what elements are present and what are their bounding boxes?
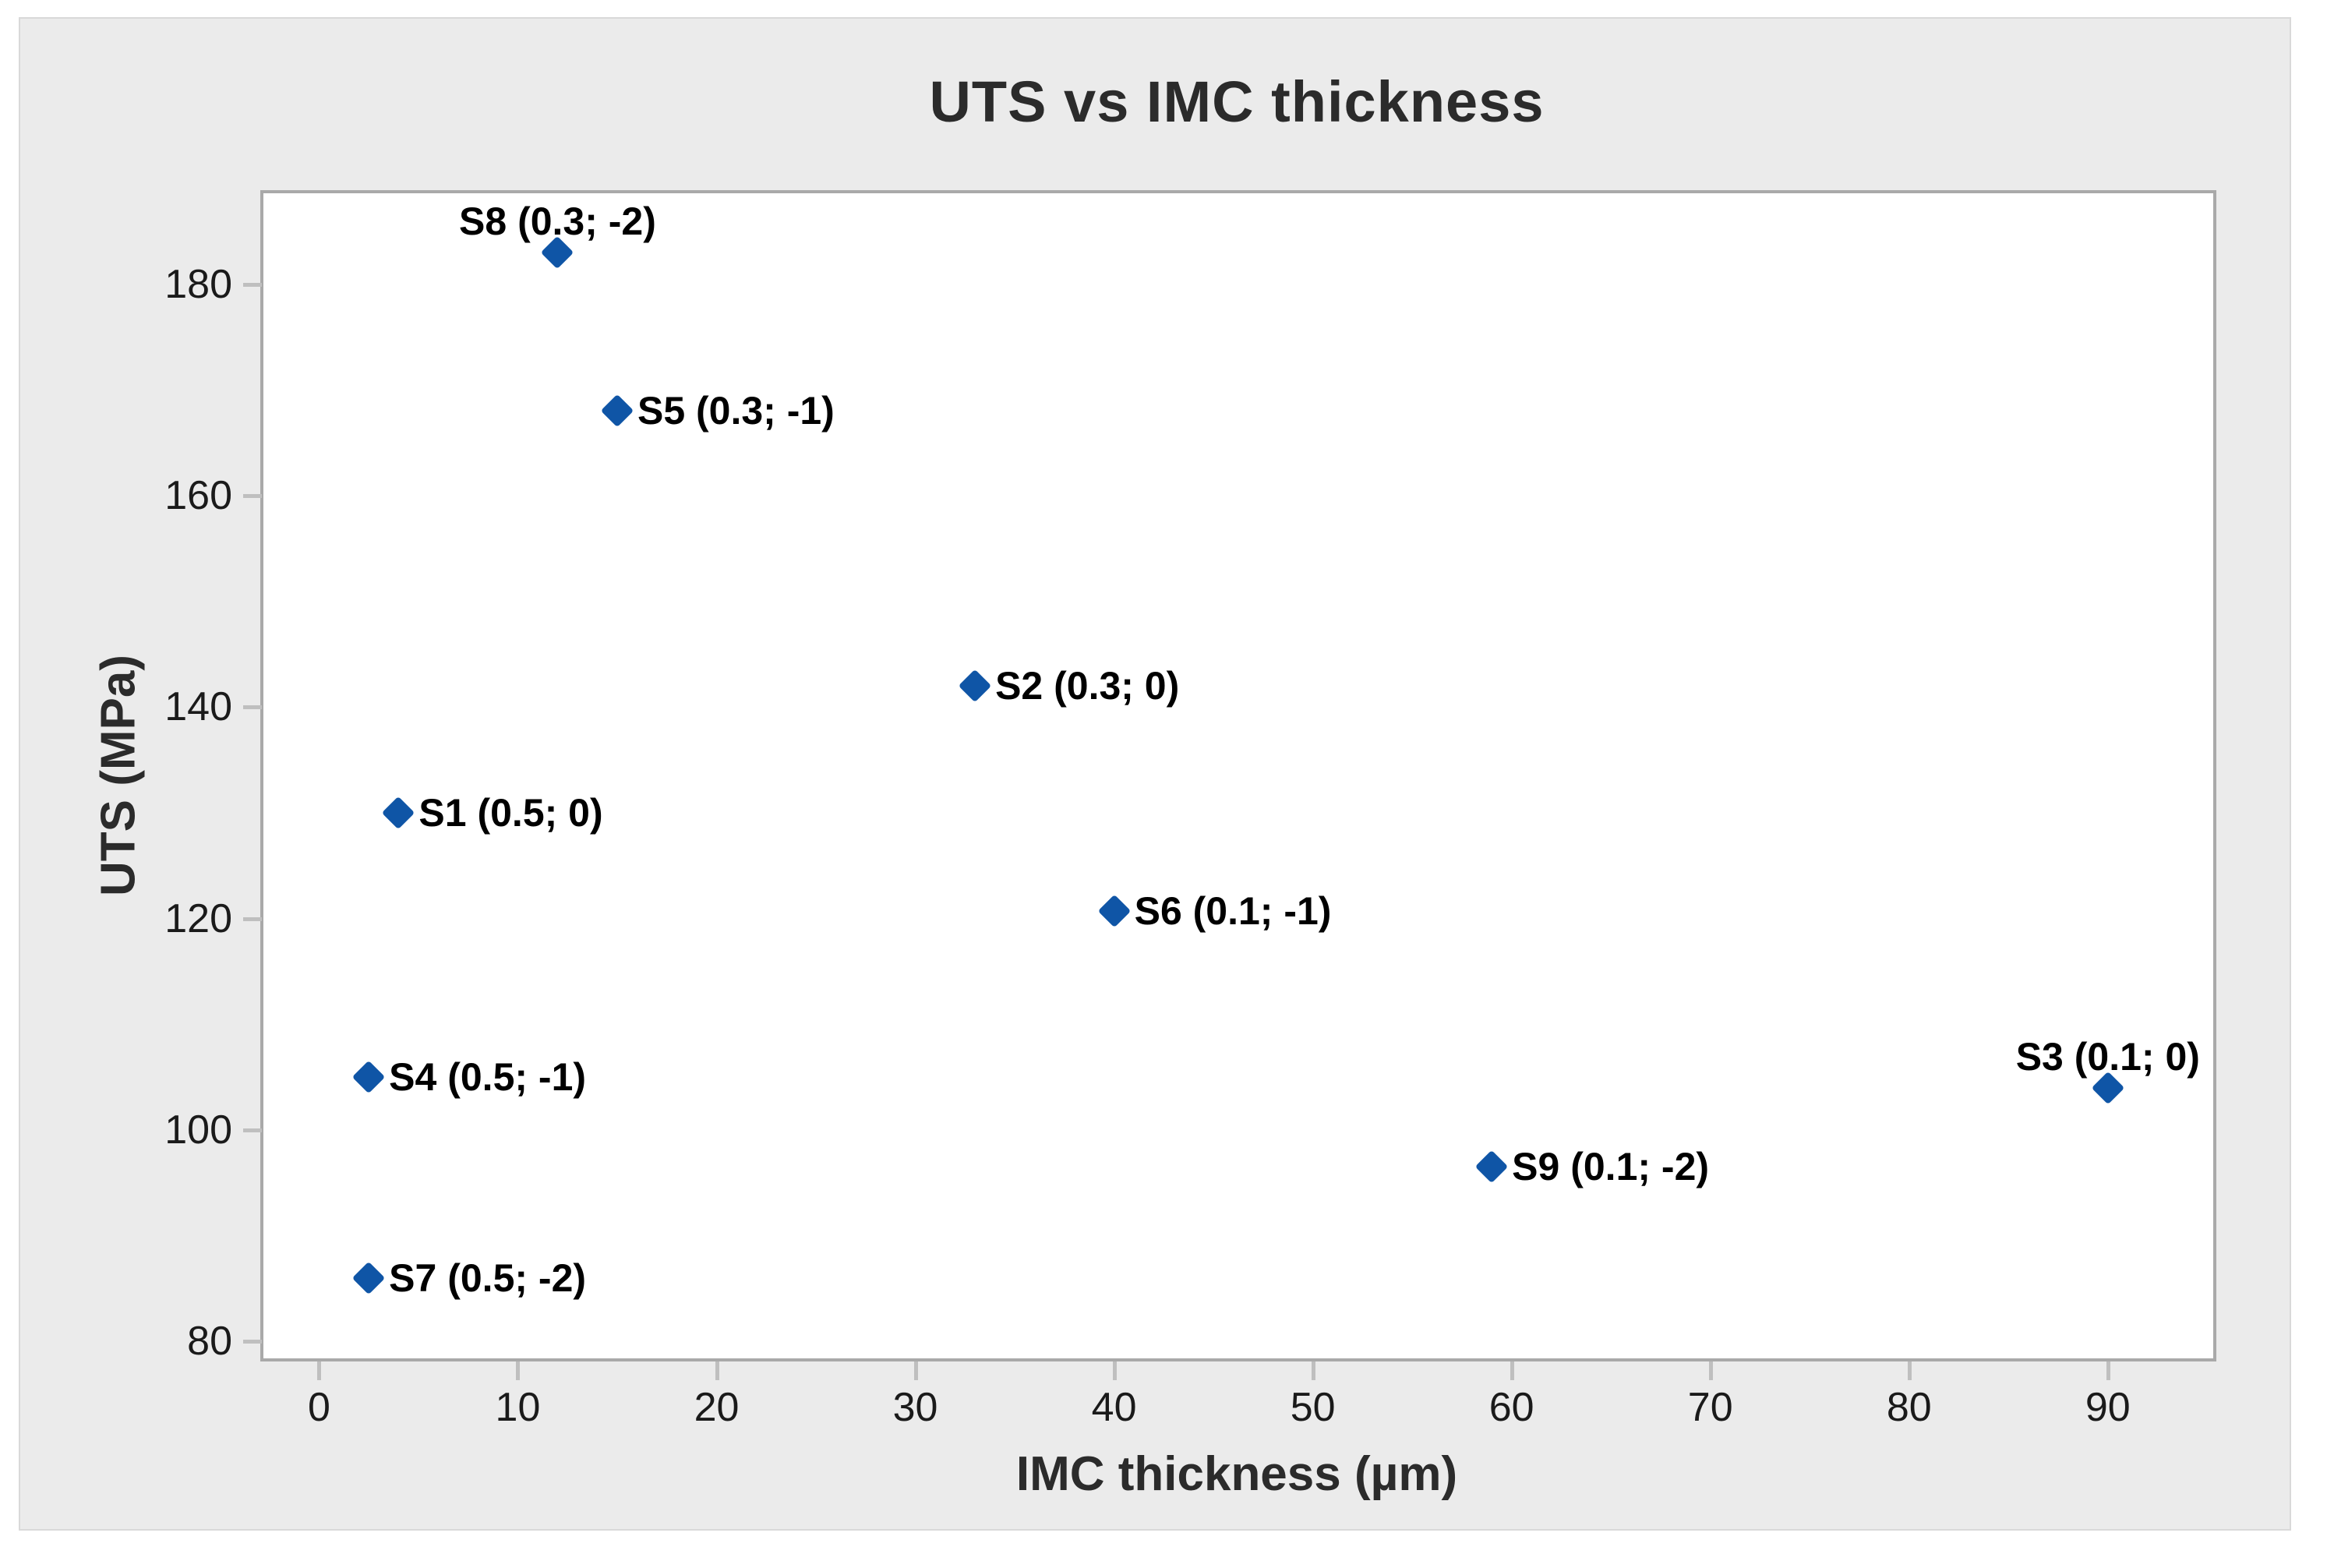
x-tick-label: 90: [2085, 1385, 2131, 1430]
x-tick-label: 70: [1687, 1385, 1733, 1430]
x-tick-mark: [1112, 1361, 1117, 1380]
x-tick-label: 50: [1290, 1385, 1336, 1430]
data-point-label-S5: S5 (0.3; -1): [637, 389, 835, 433]
y-tick-mark: [243, 1128, 262, 1132]
x-tick-label: 40: [1091, 1385, 1137, 1430]
x-tick-label: 80: [1886, 1385, 1932, 1430]
y-tick-label: 160: [164, 472, 232, 518]
y-tick-label: 80: [187, 1319, 232, 1365]
data-point-label-S7: S7 (0.5; -2): [389, 1255, 587, 1300]
y-tick-mark: [243, 282, 262, 287]
x-tick-mark: [516, 1361, 521, 1380]
data-point-label-S9: S9 (0.1; -2): [1512, 1145, 1710, 1189]
y-tick-label: 100: [164, 1107, 232, 1153]
data-point-label-S8: S8 (0.3; -2): [459, 199, 656, 243]
x-tick-mark: [1510, 1361, 1514, 1380]
y-tick-label: 180: [164, 261, 232, 307]
chart-title: UTS vs IMC thickness: [929, 69, 1545, 134]
data-point-label-S4: S4 (0.5; -1): [389, 1055, 587, 1100]
x-tick-mark: [317, 1361, 322, 1380]
y-tick-label: 140: [164, 684, 232, 730]
y-tick-mark: [243, 1340, 262, 1344]
y-axis-title: UTS (MPa): [91, 655, 146, 896]
y-tick-mark: [243, 493, 262, 498]
x-tick-label: 10: [495, 1385, 541, 1430]
y-tick-mark: [243, 916, 262, 921]
x-tick-label: 0: [307, 1385, 330, 1430]
x-tick-label: 60: [1488, 1385, 1534, 1430]
x-tick-label: 20: [694, 1385, 740, 1430]
x-axis-title: IMC thickness (µm): [1015, 1447, 1458, 1501]
data-point-label-S1: S1 (0.5; 0): [418, 790, 603, 835]
x-tick-mark: [1907, 1361, 1912, 1380]
plot-area: [260, 190, 2216, 1361]
x-tick-mark: [913, 1361, 918, 1380]
x-tick-mark: [1708, 1361, 1713, 1380]
y-tick-mark: [243, 705, 262, 710]
x-tick-mark: [715, 1361, 719, 1380]
x-tick-mark: [2106, 1361, 2110, 1380]
x-tick-mark: [1311, 1361, 1315, 1380]
x-tick-label: 30: [892, 1385, 938, 1430]
data-point-label-S2: S2 (0.3; 0): [995, 664, 1180, 708]
y-tick-label: 120: [164, 895, 232, 941]
data-point-label-S6: S6 (0.1; -1): [1134, 889, 1332, 934]
data-point-label-S3: S3 (0.1; 0): [2015, 1034, 2200, 1079]
